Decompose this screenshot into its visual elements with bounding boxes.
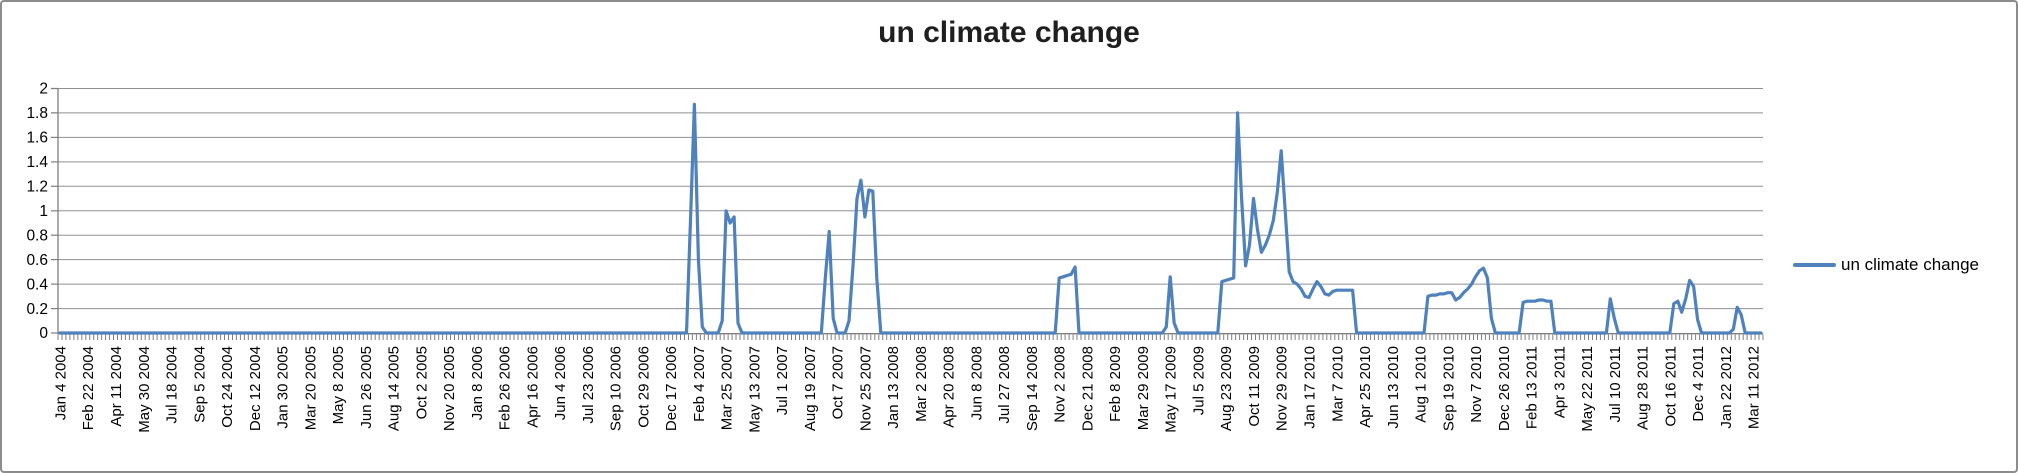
x-axis-label: Nov 7 2010 bbox=[1468, 346, 1485, 423]
x-axis-label: Aug 1 2010 bbox=[1413, 346, 1430, 423]
x-axis-label: Jan 4 2004 bbox=[53, 346, 70, 420]
x-axis-label: Aug 19 2007 bbox=[802, 346, 819, 431]
x-axis-label: Apr 11 2004 bbox=[108, 346, 125, 427]
x-axis-label: Jul 10 2011 bbox=[1607, 346, 1624, 422]
x-axis-label: Jan 13 2008 bbox=[885, 346, 902, 429]
x-axis-label: Sep 5 2004 bbox=[191, 346, 208, 423]
x-axis-label: Aug 23 2009 bbox=[1218, 346, 1235, 431]
x-axis-label: Jul 18 2004 bbox=[164, 346, 181, 424]
x-axis-label: Sep 14 2008 bbox=[1024, 346, 1041, 431]
y-axis-label: 1.2 bbox=[26, 179, 48, 196]
x-axis-label: Mar 20 2005 bbox=[302, 346, 319, 430]
x-axis-label: Apr 3 2011 bbox=[1551, 346, 1568, 418]
x-axis-label: Dec 26 2010 bbox=[1496, 346, 1513, 431]
x-axis-label: Jan 22 2012 bbox=[1718, 346, 1735, 429]
y-axis-label: 0.6 bbox=[26, 252, 48, 269]
x-axis-label: Jul 5 2009 bbox=[1191, 346, 1208, 415]
x-axis-label: Jun 4 2006 bbox=[552, 346, 569, 420]
y-axis-label: 0 bbox=[39, 325, 48, 342]
x-axis-label: Oct 7 2007 bbox=[830, 346, 847, 419]
x-axis-label: Mar 7 2010 bbox=[1329, 346, 1346, 422]
legend-label: un climate change bbox=[1841, 255, 1979, 274]
x-axis-label: Oct 29 2006 bbox=[635, 346, 652, 428]
y-axis-label: 1 bbox=[39, 203, 48, 220]
x-axis-label: Feb 22 2004 bbox=[80, 346, 97, 430]
x-axis-label: Feb 26 2006 bbox=[497, 346, 514, 430]
x-axis-label: Jul 27 2008 bbox=[996, 346, 1013, 424]
chart-title: un climate change bbox=[878, 16, 1140, 49]
x-axis-label: Apr 20 2008 bbox=[941, 346, 958, 428]
x-axis-label: Jan 17 2010 bbox=[1302, 346, 1319, 429]
x-axis-label: Oct 16 2011 bbox=[1662, 346, 1679, 427]
x-axis-label: Oct 24 2004 bbox=[219, 346, 236, 428]
x-axis-label: Dec 17 2006 bbox=[663, 346, 680, 431]
x-axis-label: Dec 21 2008 bbox=[1079, 346, 1096, 431]
y-axis-label: 1.8 bbox=[26, 105, 48, 122]
y-axis-label: 1.4 bbox=[26, 154, 48, 171]
x-axis-label: Feb 8 2009 bbox=[1107, 346, 1124, 422]
legend-line-marker bbox=[1793, 263, 1836, 267]
x-axis-label: Dec 4 2011 bbox=[1690, 346, 1707, 422]
x-axis-label: Feb 13 2011 bbox=[1524, 346, 1541, 429]
x-axis-label: Sep 19 2010 bbox=[1440, 346, 1457, 431]
x-axis-label: Mar 25 2007 bbox=[719, 346, 736, 430]
y-axis-label: 0.2 bbox=[26, 301, 48, 318]
x-axis-label: Mar 2 2008 bbox=[913, 346, 930, 422]
x-axis-label: Nov 20 2005 bbox=[441, 346, 458, 431]
y-axis-label: 1.6 bbox=[26, 130, 48, 147]
x-axis-label: May 30 2004 bbox=[136, 346, 153, 433]
x-axis-label: Nov 29 2009 bbox=[1274, 346, 1291, 431]
x-axis-label: May 8 2005 bbox=[330, 346, 347, 424]
x-axis-label: Mar 11 2012 bbox=[1746, 346, 1763, 429]
series-line-un-climate-change bbox=[58, 102, 1763, 335]
x-axis-label: Oct 2 2005 bbox=[413, 346, 430, 419]
y-axis-label: 0.8 bbox=[26, 227, 48, 244]
y-axis-label: 0.4 bbox=[26, 276, 48, 293]
x-axis-label: Jun 8 2008 bbox=[968, 346, 985, 420]
x-axis-label: May 22 2011 bbox=[1579, 346, 1596, 432]
x-axis-label: Aug 28 2011 bbox=[1635, 346, 1652, 430]
y-axis-label: 2 bbox=[39, 81, 48, 98]
x-axis-label: Mar 29 2009 bbox=[1135, 346, 1152, 430]
x-axis-label: Nov 2 2008 bbox=[1052, 346, 1069, 423]
x-axis-label: Jan 30 2005 bbox=[275, 346, 292, 429]
x-axis-label: Jul 1 2007 bbox=[774, 346, 791, 415]
x-axis-label: Jan 8 2006 bbox=[469, 346, 486, 420]
x-axis-label: Dec 12 2004 bbox=[247, 346, 264, 431]
x-axis-label: Apr 16 2006 bbox=[524, 346, 541, 428]
x-axis-label: May 13 2007 bbox=[746, 346, 763, 433]
x-axis-label: May 17 2009 bbox=[1163, 346, 1180, 433]
x-axis-label: Jun 26 2005 bbox=[358, 346, 375, 429]
x-axis-label: Oct 11 2009 bbox=[1246, 346, 1263, 427]
x-axis-label: Apr 25 2010 bbox=[1357, 346, 1374, 428]
x-axis-label: Aug 14 2005 bbox=[386, 346, 403, 431]
x-axis-label: Nov 25 2007 bbox=[857, 346, 874, 431]
x-axis-label: Feb 4 2007 bbox=[691, 346, 708, 422]
legend: un climate change bbox=[1793, 255, 1979, 275]
x-axis-label: Jun 13 2010 bbox=[1385, 346, 1402, 429]
x-axis-label: Sep 10 2006 bbox=[608, 346, 625, 431]
x-axis-label: Jul 23 2006 bbox=[580, 346, 597, 424]
